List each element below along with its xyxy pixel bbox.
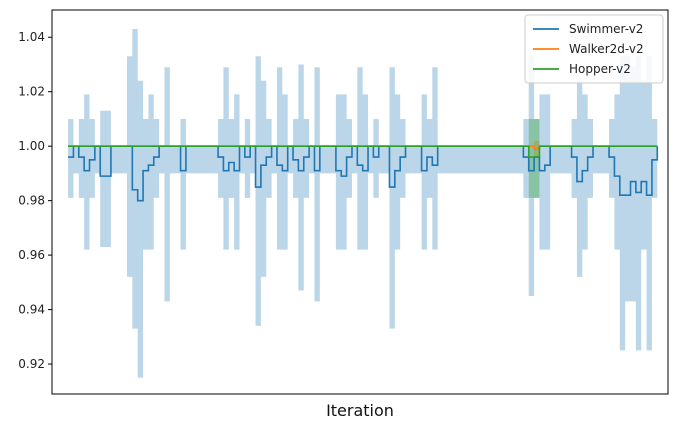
y-tick-label-6: 1.04 bbox=[18, 30, 45, 44]
plot-frame bbox=[51, 9, 669, 395]
legend: Swimmer-v2 Walker2d-v2 Hopper-v2 bbox=[524, 14, 664, 84]
error-bands bbox=[68, 29, 658, 378]
legend-label-0: Swimmer-v2 bbox=[569, 22, 643, 36]
series-lines bbox=[68, 145, 659, 202]
x-axis-label: Iteration bbox=[326, 401, 394, 420]
y-tick-label-1: 0.94 bbox=[18, 303, 45, 317]
legend-label-2: Hopper-v2 bbox=[569, 62, 631, 76]
y-tick-label-2: 0.96 bbox=[18, 248, 45, 262]
y-axis: 0.92 0.94 0.96 0.98 1.00 1.02 1.04 bbox=[18, 30, 52, 371]
legend-box bbox=[524, 14, 664, 84]
error-band-0 bbox=[68, 29, 658, 378]
y-tick-label-5: 1.02 bbox=[18, 85, 45, 99]
series-line-2 bbox=[68, 145, 658, 158]
legend-label-1: Walker2d-v2 bbox=[569, 42, 644, 56]
y-tick-label-3: 0.98 bbox=[18, 194, 45, 208]
y-tick-label-4: 1.00 bbox=[18, 139, 45, 153]
y-tick-label-0: 0.92 bbox=[18, 357, 45, 371]
